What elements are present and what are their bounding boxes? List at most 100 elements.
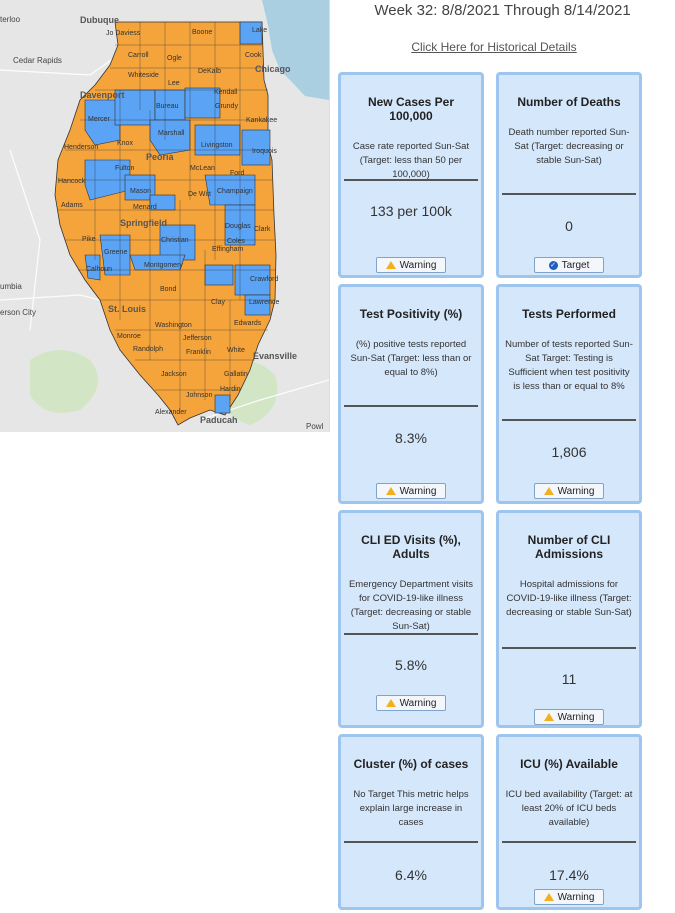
card-description: Death number reported Sun-Sat (Target: d… — [508, 127, 630, 166]
county-label: White — [227, 347, 245, 354]
city-label: St. Louis — [108, 304, 146, 314]
county-label: Grundy — [215, 103, 238, 110]
county-label: Cook — [245, 52, 262, 59]
county-label: Crawford — [250, 276, 279, 283]
card-description: Number of tests reported Sun-Sat Target:… — [505, 339, 633, 392]
city-label: Springfield — [120, 218, 167, 228]
county-label: Boone — [192, 29, 213, 36]
county-label: Bureau — [156, 103, 179, 110]
card-value: 17.4% — [549, 867, 589, 883]
county-label: Coles — [227, 238, 245, 245]
card-divider — [344, 179, 478, 181]
county-label: Adams — [61, 202, 83, 209]
county-label: Ogle — [167, 55, 182, 62]
city-label: erson City — [0, 308, 37, 317]
status-badge[interactable]: Warning — [376, 483, 446, 499]
county-label: Jefferson — [183, 335, 212, 342]
county-label: Lake — [252, 27, 268, 34]
card-description: ICU bed availability (Target: at least 2… — [505, 789, 633, 828]
check-icon: ✓ — [548, 260, 558, 270]
county-label: Christian — [161, 237, 189, 244]
status-badge[interactable]: Warning — [534, 889, 604, 905]
card-new-cases: New Cases Per 100,000 Case rate reported… — [338, 72, 484, 278]
county-label: Hardin — [220, 386, 241, 393]
card-cli-ed-visits: CLI ED Visits (%), Adults Emergency Depa… — [338, 510, 484, 728]
county-label: Bond — [160, 286, 177, 293]
county-label: Kendall — [214, 89, 238, 96]
county-label: Pike — [82, 236, 96, 243]
status-label: Warning — [399, 697, 437, 709]
county-label: Clark — [254, 226, 271, 233]
county-label: Henderson — [64, 144, 99, 151]
card-value: 11 — [561, 671, 577, 687]
county-map[interactable]: terloo Dubuque Cedar Rapids Davenport Ch… — [0, 0, 330, 432]
status-badge[interactable]: ✓ Target — [534, 257, 604, 273]
city-label: umbia — [0, 282, 22, 291]
warning-icon — [385, 261, 396, 269]
city-label: Dubuque — [80, 15, 119, 25]
county-label: Jackson — [161, 371, 187, 378]
card-title: New Cases Per 100,000 — [367, 95, 455, 123]
county-label: DeKalb — [198, 68, 221, 75]
county-label: Clay — [211, 299, 226, 306]
card-title: Number of Deaths — [517, 95, 621, 109]
county-label: Franklin — [186, 349, 211, 356]
card-title: Cluster (%) of cases — [353, 757, 469, 771]
county-label: Washington — [155, 322, 192, 329]
county-label: Mercer — [88, 116, 110, 123]
county-label: Livingston — [201, 142, 233, 149]
county-label: Hancock — [58, 178, 86, 185]
county-label: Champaign — [217, 188, 253, 195]
status-badge[interactable]: Warning — [376, 695, 446, 711]
card-divider — [502, 419, 636, 421]
county-label: Edwards — [234, 320, 262, 327]
status-label: Warning — [557, 711, 595, 723]
status-label: Warning — [557, 485, 595, 497]
card-test-positivity: Test Positivity (%) (%) positive tests r… — [338, 284, 484, 504]
county-label: Johnson — [186, 392, 213, 399]
county-label: Kankakee — [246, 117, 278, 124]
card-title: Test Positivity (%) — [359, 307, 463, 321]
card-description: Emergency Department visits for COVID-19… — [348, 579, 474, 632]
county-label: Whiteside — [128, 72, 159, 79]
warning-icon — [543, 487, 554, 495]
card-value: 5.8% — [395, 657, 427, 673]
card-description: (%) positive tests reported Sun-Sat (Tar… — [350, 339, 472, 378]
card-value: 133 per 100k — [370, 203, 452, 219]
card-value: 1,806 — [551, 444, 587, 460]
status-badge[interactable]: Warning — [534, 483, 604, 499]
city-label: Paducah — [200, 415, 238, 425]
historical-details-link[interactable]: Click Here for Historical Details — [411, 40, 577, 54]
card-divider — [502, 841, 636, 843]
status-badge[interactable]: Warning — [534, 709, 604, 725]
county-label: Calhoun — [86, 266, 113, 273]
city-label: Peoria — [146, 152, 174, 162]
card-divider — [344, 405, 478, 407]
county-label: Carroll — [128, 52, 149, 59]
city-label: Powl — [306, 422, 324, 431]
county-label: McLean — [190, 165, 215, 172]
county-label: Lawrence — [249, 299, 280, 306]
warning-icon — [543, 713, 554, 721]
county-label: Effingham — [212, 246, 244, 253]
status-badge[interactable]: Warning — [376, 257, 446, 273]
county-label: Ford — [230, 170, 245, 177]
card-description: No Target This metric helps explain larg… — [353, 789, 469, 828]
county-label: Randolph — [133, 346, 163, 353]
card-divider — [344, 633, 478, 635]
card-title: ICU (%) Available — [520, 757, 618, 771]
card-description: Hospital admissions for COVID-19-like il… — [506, 579, 632, 618]
card-title: Number of CLI Admissions — [527, 533, 611, 561]
city-label: Davenport — [80, 90, 125, 100]
county-borders — [58, 22, 276, 410]
county-label: Mason — [130, 188, 152, 195]
card-title: CLI ED Visits (%), Adults — [361, 533, 461, 561]
card-value: 8.3% — [395, 430, 427, 446]
county-label: De Witt — [188, 191, 211, 198]
card-icu-available: ICU (%) Available ICU bed availability (… — [496, 734, 642, 910]
city-label: Evansville — [253, 351, 298, 361]
city-label: terloo — [0, 15, 21, 24]
county-label: Iroquois — [252, 148, 277, 155]
status-label: Warning — [399, 485, 437, 497]
park-area — [30, 350, 98, 413]
